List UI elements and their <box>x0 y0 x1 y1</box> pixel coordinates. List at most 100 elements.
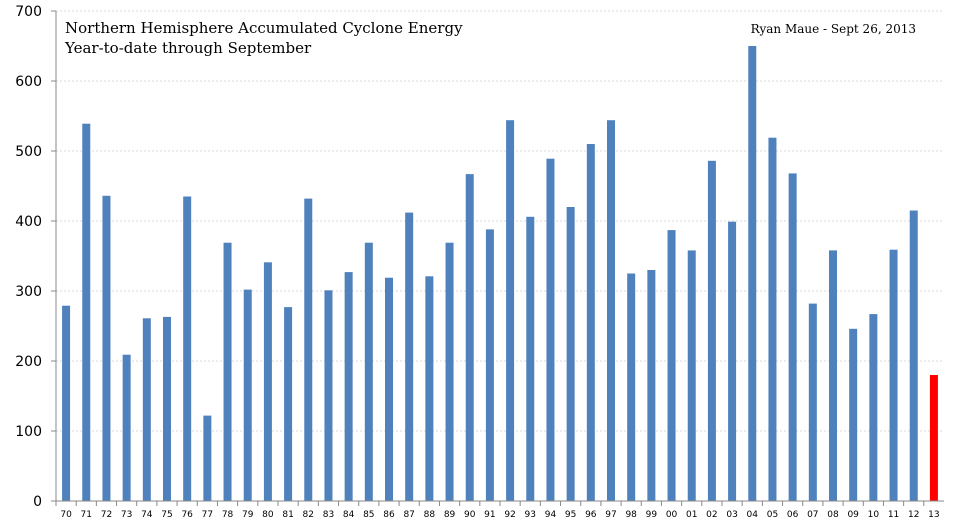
bar-95 <box>566 207 575 501</box>
x-tick-label: 93 <box>525 510 536 520</box>
x-tick-label: 83 <box>323 510 334 520</box>
bars <box>62 46 938 502</box>
x-tick-label: 07 <box>807 510 818 520</box>
bar-82 <box>304 198 313 501</box>
bar-11 <box>889 249 898 501</box>
chart-credit: Ryan Maue - Sept 26, 2013 <box>751 22 916 36</box>
bar-70 <box>62 305 71 501</box>
y-tick-label: 400 <box>15 214 42 230</box>
bar-12 <box>909 210 918 501</box>
bar-76 <box>183 196 192 501</box>
bar-04 <box>748 46 757 501</box>
x-tick-label: 78 <box>222 510 234 520</box>
bar-96 <box>586 144 595 501</box>
y-tick-label: 200 <box>15 354 42 370</box>
bar-87 <box>405 212 414 501</box>
bar-91 <box>485 229 494 501</box>
x-tick-label: 86 <box>383 510 395 520</box>
x-tick-label: 88 <box>424 510 436 520</box>
bar-88 <box>425 276 434 501</box>
bar-73 <box>122 354 131 501</box>
y-tick-label: 500 <box>15 144 42 160</box>
bar-71 <box>82 123 91 501</box>
x-tick-label: 70 <box>60 510 72 520</box>
x-tick-label: 05 <box>767 510 778 520</box>
x-tick-label: 87 <box>403 510 414 520</box>
x-tick-label: 00 <box>666 510 678 520</box>
bar-03 <box>728 221 737 501</box>
bar-10 <box>869 314 878 501</box>
bar-79 <box>243 289 252 501</box>
x-tick-label: 75 <box>161 510 172 520</box>
x-tick-label: 11 <box>888 510 899 520</box>
bar-74 <box>142 318 151 501</box>
y-tick-label: 0 <box>33 494 42 510</box>
bar-84 <box>344 272 353 501</box>
x-tick-label: 95 <box>565 510 576 520</box>
bar-72 <box>102 195 111 502</box>
bar-06 <box>788 173 797 501</box>
chart-subtitle: Year-to-date through September <box>64 39 312 57</box>
bar-00 <box>667 230 676 501</box>
bar-78 <box>223 242 232 501</box>
x-tick-label: 08 <box>827 510 839 520</box>
x-tick-label: 99 <box>646 510 658 520</box>
bar-94 <box>546 158 555 501</box>
bar-08 <box>829 250 837 501</box>
bar-75 <box>163 316 171 501</box>
x-tick-label: 72 <box>101 510 112 520</box>
bar-86 <box>385 277 393 501</box>
x-tick-label: 73 <box>121 510 132 520</box>
x-tick-label: 06 <box>787 510 799 520</box>
bar-05 <box>768 137 777 501</box>
y-tick-label: 700 <box>15 4 42 20</box>
x-tick-label: 13 <box>928 510 939 520</box>
x-tick-label: 84 <box>343 510 355 520</box>
x-tick-label: 96 <box>585 510 597 520</box>
x-tick-label: 92 <box>504 510 515 520</box>
chart-title: Northern Hemisphere Accumulated Cyclone … <box>65 19 463 37</box>
bar-97 <box>607 120 615 501</box>
x-tick-label: 71 <box>81 510 92 520</box>
bar-07 <box>808 303 817 501</box>
x-tick-label: 98 <box>625 510 637 520</box>
x-tick-label: 82 <box>303 510 314 520</box>
bar-90 <box>465 174 474 501</box>
y-tick-label: 100 <box>15 424 42 440</box>
y-tick-label: 300 <box>15 284 42 300</box>
y-tick-label: 600 <box>15 74 42 90</box>
bar-81 <box>284 307 293 501</box>
bar-98 <box>627 273 636 501</box>
bar-09 <box>849 328 858 501</box>
bar-80 <box>263 262 272 501</box>
x-tick-label: 12 <box>908 510 919 520</box>
x-tick-label: 79 <box>242 510 254 520</box>
bar-93 <box>526 216 535 502</box>
x-tick-label: 90 <box>464 510 476 520</box>
bar-85 <box>364 242 373 501</box>
bar-77 <box>203 415 212 501</box>
x-tick-label: 80 <box>262 510 274 520</box>
x-tick-label: 81 <box>282 510 293 520</box>
bar-02 <box>707 160 716 502</box>
x-tick-label: 97 <box>605 510 616 520</box>
bar-99 <box>647 270 656 501</box>
bar-92 <box>506 120 515 501</box>
bar-89 <box>445 242 454 501</box>
bar-13 <box>929 375 938 501</box>
x-tick-label: 09 <box>847 510 859 520</box>
bar-83 <box>324 290 333 501</box>
gridlines <box>56 10 944 432</box>
x-tick-label: 02 <box>706 510 717 520</box>
x-tick-label: 76 <box>181 510 193 520</box>
bar-01 <box>687 250 696 501</box>
x-tick-label: 85 <box>363 510 374 520</box>
x-tick-label: 94 <box>545 510 557 520</box>
x-tick-label: 91 <box>484 510 495 520</box>
x-tick-label: 01 <box>686 510 697 520</box>
x-tick-label: 03 <box>726 510 737 520</box>
x-tick-label: 04 <box>747 510 759 520</box>
